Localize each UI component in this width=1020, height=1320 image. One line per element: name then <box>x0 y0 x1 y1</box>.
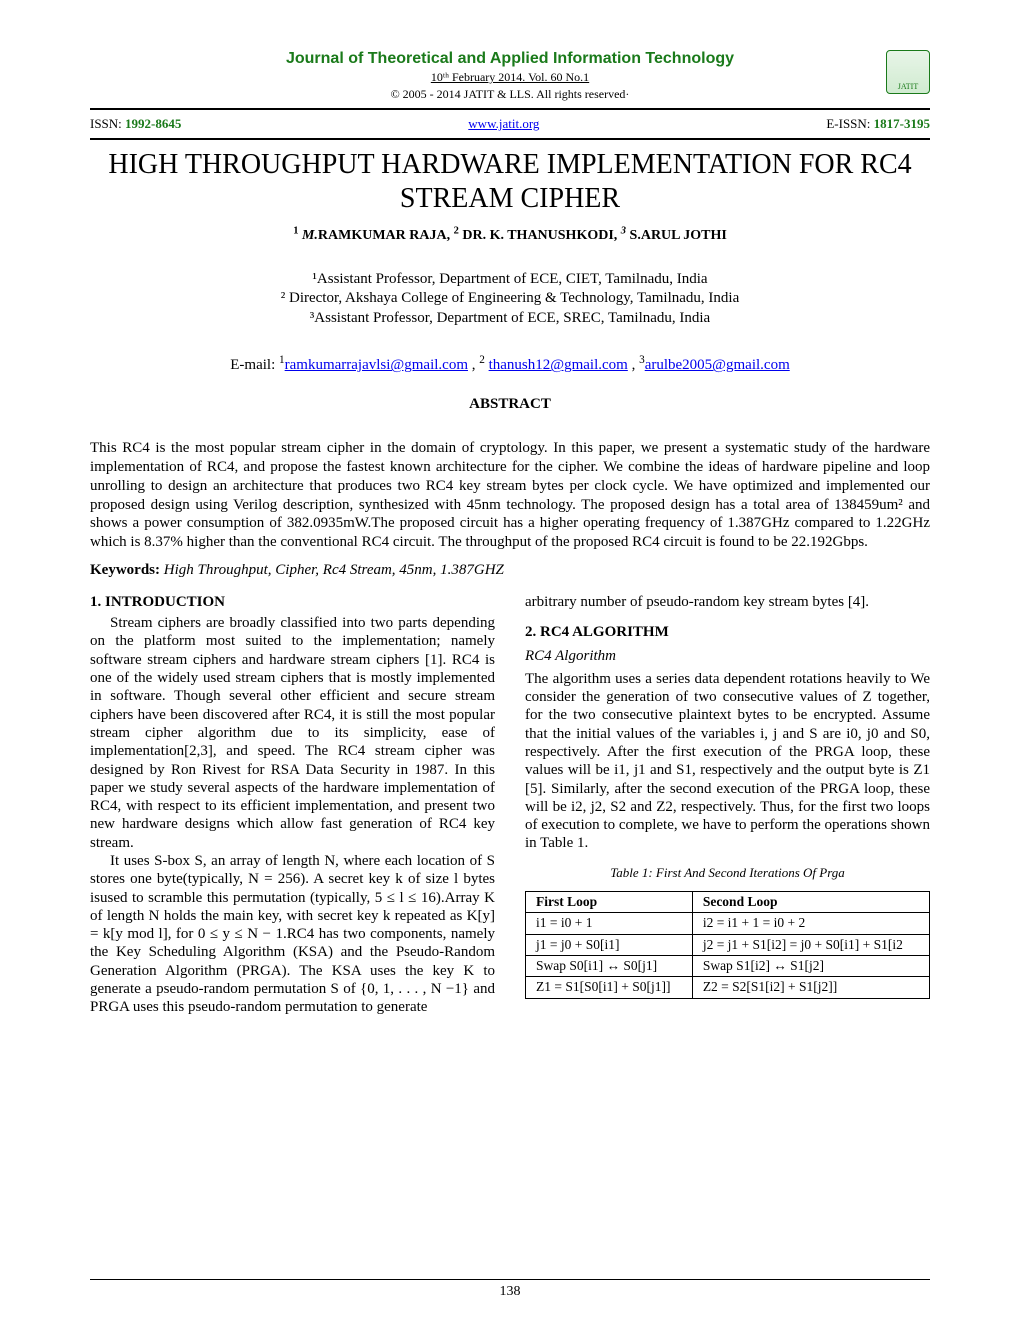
eissn-right: E-ISSN: 1817-3195 <box>826 116 930 132</box>
email-link-3[interactable]: arulbe2005@gmail.com <box>645 357 790 373</box>
keywords-value: High Throughput, Cipher, Rc4 Stream, 45n… <box>160 562 504 578</box>
issn-label: ISSN: <box>90 116 125 131</box>
copyright: © 2005 - 2014 JATIT & LLS. All rights re… <box>90 87 930 102</box>
keywords: Keywords: High Throughput, Cipher, Rc4 S… <box>90 562 930 579</box>
issn-row: ISSN: 1992-8645 www.jatit.org E-ISSN: 18… <box>90 116 930 132</box>
table-cell: Z2 = S2[S1[i2] + S1[j2]] <box>692 977 929 998</box>
table-header-row: First Loop Second Loop <box>526 891 930 912</box>
table-header-2: Second Loop <box>692 891 929 912</box>
table-cell: j1 = j0 + S0[i1] <box>526 934 693 955</box>
rc4-para: The algorithm uses a series data depende… <box>525 670 930 853</box>
eissn-label: E-ISSN: <box>826 116 873 131</box>
email-link-1[interactable]: ramkumarrajavlsi@gmail.com <box>285 357 468 373</box>
affiliation-1: ¹Assistant Professor, Department of ECE,… <box>90 270 930 290</box>
footer-rule <box>90 1279 930 1280</box>
affiliation-2: ² Director, Akshaya College of Engineeri… <box>90 289 930 309</box>
journal-logo: JATIT <box>886 50 930 94</box>
table-row: Z1 = S1[S0[i1] + S0[j1]] Z2 = S2[S1[i2] … <box>526 977 930 998</box>
eissn-value: 1817-3195 <box>874 116 930 131</box>
abstract-text: This RC4 is the most popular stream ciph… <box>90 439 930 552</box>
section-1-heading: 1. INTRODUCTION <box>90 593 495 611</box>
issn-value: 1992-8645 <box>125 116 181 131</box>
intro-para-2: It uses S-box S, an array of length N, w… <box>90 852 495 1017</box>
affiliation-3: ³Assistant Professor, Department of ECE,… <box>90 309 930 329</box>
author-3: S.ARUL JOTHI <box>630 228 727 243</box>
intro-continuation: arbitrary number of pseudo-random key st… <box>525 593 930 611</box>
table-cell: j2 = j1 + S1[i2] = j0 + S0[i1] + S1[i2 <box>692 934 929 955</box>
table-cell: Swap S0[i1] ↔ S0[j1] <box>526 955 693 976</box>
table-row: i1 = i0 + 1 i2 = i1 + 1 = i0 + 2 <box>526 913 930 934</box>
keywords-label: Keywords: <box>90 562 160 578</box>
affiliations: ¹Assistant Professor, Department of ECE,… <box>90 270 930 329</box>
table-cell: i2 = i1 + 1 = i0 + 2 <box>692 913 929 934</box>
left-column: 1. INTRODUCTION Stream ciphers are broad… <box>90 593 495 1017</box>
section-2-heading: 2. RC4 ALGORITHM <box>525 623 930 641</box>
intro-para-1: Stream ciphers are broadly classified in… <box>90 614 495 852</box>
table-1-caption: Table 1: First And Second Iterations Of … <box>525 865 930 881</box>
date-line: 10ᵗʰ February 2014. Vol. 60 No.1 <box>90 70 930 85</box>
author-2: DR. K. THANUSHKODI, <box>462 228 617 243</box>
two-column-body: 1. INTRODUCTION Stream ciphers are broad… <box>90 593 930 1017</box>
table-cell: i1 = i0 + 1 <box>526 913 693 934</box>
email-sup-2: 2 <box>479 354 485 366</box>
right-column: arbitrary number of pseudo-random key st… <box>525 593 930 1017</box>
issn-center: www.jatit.org <box>468 116 539 132</box>
email-prefix: E-mail: <box>230 357 279 373</box>
journal-title: Journal of Theoretical and Applied Infor… <box>90 50 930 68</box>
header-rule <box>90 108 930 110</box>
table-row: j1 = j0 + S0[i1] j2 = j1 + S1[i2] = j0 +… <box>526 934 930 955</box>
table-row: Swap S0[i1] ↔ S0[j1] Swap S1[i2] ↔ S1[j2… <box>526 955 930 976</box>
table-header-1: First Loop <box>526 891 693 912</box>
abstract-heading: ABSTRACT <box>90 396 930 413</box>
paper-title: HIGH THROUGHPUT HARDWARE IMPLEMENTATION … <box>90 148 930 215</box>
email-link-2[interactable]: thanush12@gmail.com <box>489 357 628 373</box>
rc4-subhead: RC4 Algorithm <box>525 647 930 665</box>
emails: E-mail: 1ramkumarrajavlsi@gmail.com , 2 … <box>90 354 930 374</box>
issn-left: ISSN: 1992-8645 <box>90 116 181 132</box>
page-footer: 138 <box>0 1279 1020 1300</box>
table-cell: Swap S1[i2] ↔ S1[j2] <box>692 955 929 976</box>
journal-url-link[interactable]: www.jatit.org <box>468 116 539 131</box>
table-1: First Loop Second Loop i1 = i0 + 1 i2 = … <box>525 891 930 999</box>
page-number: 138 <box>0 1284 1020 1300</box>
page-header: Journal of Theoretical and Applied Infor… <box>90 50 930 102</box>
table-cell: Z1 = S1[S0[i1] + S0[j1]] <box>526 977 693 998</box>
header-rule-2 <box>90 138 930 140</box>
authors: 1 M.RAMKUMAR RAJA, 2 DR. K. THANUSHKODI,… <box>90 225 930 244</box>
author-1: RAMKUMAR RAJA, <box>318 228 450 243</box>
